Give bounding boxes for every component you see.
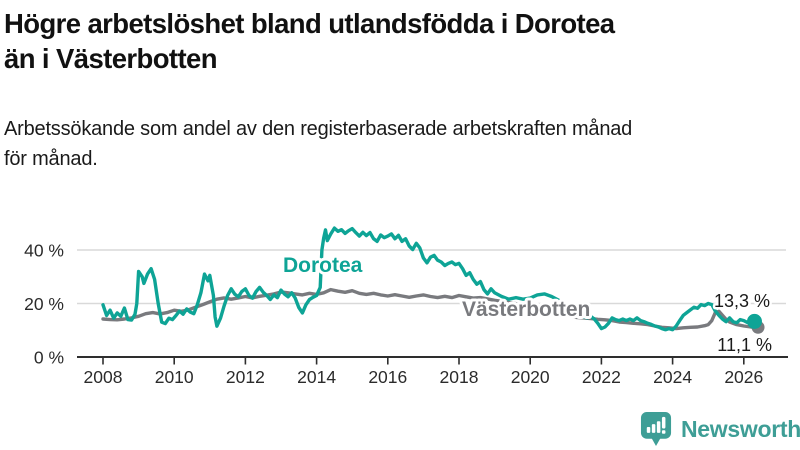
gridlines: 0 % 20 % 40 %	[24, 241, 786, 368]
x-tick-label-2016: 2016	[368, 367, 407, 387]
västerbotten-line	[101, 287, 760, 331]
x-tick-label-2014: 2014	[297, 367, 336, 387]
chart-subtitle: Arbetssökande som andel av den registerb…	[4, 114, 632, 174]
dorotea-end-value-label: 13,3 %	[714, 291, 770, 311]
x-axis: 2008 2010 2012 2014 2016 2018 2020 2022 2024 2026	[77, 356, 788, 387]
newsworthy-logo: Newsworthy	[640, 411, 800, 447]
västerbotten-label: Västerbotten	[462, 298, 590, 321]
title-line-1: Högre arbetslöshet bland utlandsfödda i …	[4, 8, 615, 39]
y-tick-label-40: 40 %	[24, 241, 64, 261]
västerbotten-end-value-label: 11,1 %	[717, 335, 772, 355]
chart-title: Högre arbetslöshet bland utlandsfödda i …	[4, 6, 615, 76]
dorotea-label: Dorotea	[283, 254, 363, 277]
x-tick-label-2022: 2022	[582, 367, 621, 387]
newsworthy-icon	[640, 412, 672, 446]
x-tick-label-2026: 2026	[724, 367, 763, 387]
x-tick-label-2024: 2024	[653, 367, 692, 387]
y-tick-label-20: 20 %	[24, 294, 64, 314]
chart-labels: Dorotea 13,3 % Västerbotten 11,1 %	[280, 251, 775, 358]
x-tick-label-2008: 2008	[84, 367, 123, 387]
series-lines	[101, 226, 765, 334]
x-tick-label-2020: 2020	[511, 367, 550, 387]
dorotea-line	[101, 226, 757, 332]
newsworthy-icon-glyph	[646, 416, 666, 434]
x-tick-label-2010: 2010	[155, 367, 194, 387]
subtitle-line-1: Arbetssökande som andel av den registerb…	[4, 118, 633, 140]
y-tick-label-0: 0 %	[34, 348, 64, 368]
subtitle-line-2: för månad.	[4, 148, 98, 170]
x-tick-label-2018: 2018	[440, 367, 479, 387]
x-tick-label-2012: 2012	[226, 367, 265, 387]
title-line-2: än i Västerbotten	[4, 43, 218, 74]
dorotea-end-dot	[746, 313, 762, 329]
newsworthy-wordmark: Newsworthy	[681, 415, 800, 442]
